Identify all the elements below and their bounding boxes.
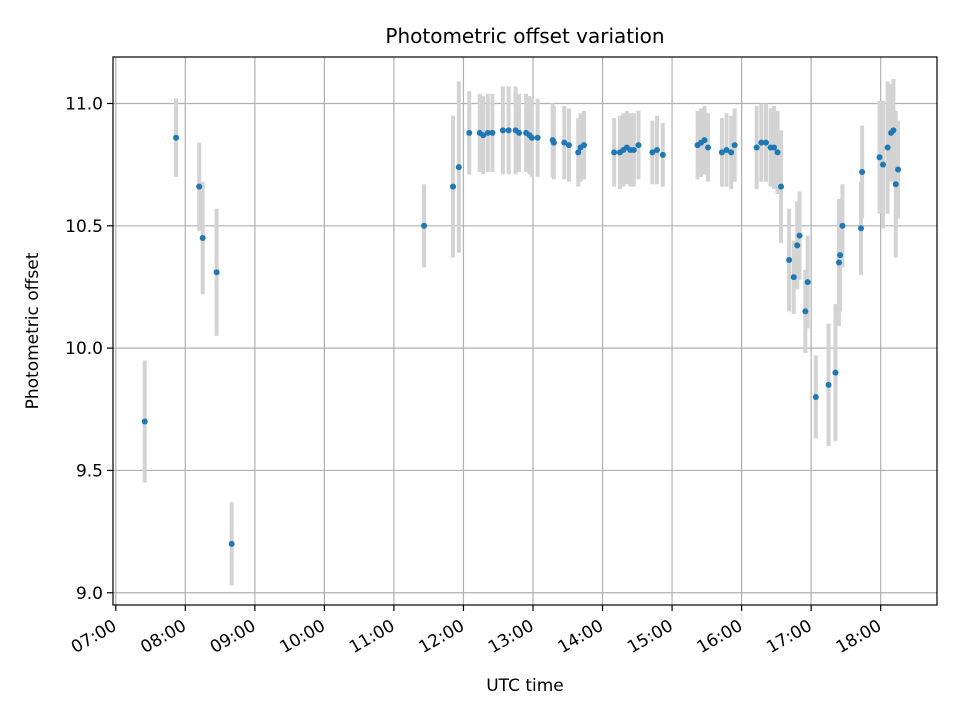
y-tick-label: 10.5 (65, 217, 103, 237)
data-point (876, 154, 883, 161)
data-point (774, 149, 781, 156)
data-point (466, 129, 473, 136)
y-tick-label: 10.0 (65, 339, 103, 359)
data-point (825, 381, 832, 388)
chart-title: Photometric offset variation (385, 24, 664, 48)
data-point (141, 418, 148, 425)
data-point (480, 132, 487, 139)
grid (113, 57, 937, 605)
data-point (786, 257, 793, 264)
plot-area-frame (112, 56, 938, 606)
data-point (649, 149, 656, 156)
data-point (895, 166, 902, 173)
data-point (659, 151, 666, 158)
data-point (499, 127, 506, 134)
data-point (753, 144, 760, 151)
data-point (450, 183, 457, 190)
data-point (771, 144, 778, 151)
data-point (859, 168, 866, 175)
data-point (704, 144, 711, 151)
data-point (728, 149, 735, 156)
data-point (796, 232, 803, 239)
data-point (489, 129, 496, 136)
data-point (528, 134, 535, 141)
data-point (630, 146, 637, 153)
data-point (857, 225, 864, 232)
x-axis-label: UTC time (486, 676, 564, 696)
data-point (199, 235, 206, 242)
data-point (790, 274, 797, 281)
data-point (505, 127, 512, 134)
data-point (718, 149, 725, 156)
data-point (731, 142, 738, 149)
data-point (173, 134, 180, 141)
data-point (890, 127, 897, 134)
data-point (884, 144, 891, 151)
data-point (228, 540, 235, 547)
data-point (839, 222, 846, 229)
data-point (635, 142, 642, 149)
data-point (892, 181, 899, 188)
data-point (812, 394, 819, 401)
data-point (794, 242, 801, 249)
data-point (778, 183, 785, 190)
data-point (213, 269, 220, 276)
data-point (701, 137, 708, 144)
data-point (837, 252, 844, 259)
data-point (879, 161, 886, 168)
data-point (654, 146, 661, 153)
data-point (575, 149, 582, 156)
data-point (832, 369, 839, 376)
data-points (141, 127, 902, 547)
data-point (758, 139, 765, 146)
y-tick-label: 11.0 (65, 94, 103, 114)
data-point (561, 139, 568, 146)
data-point (196, 183, 203, 190)
data-point (723, 146, 730, 153)
data-point (804, 279, 811, 286)
data-point (762, 139, 769, 146)
y-axis-label: Photometric offset (23, 252, 43, 409)
data-point (802, 308, 809, 315)
data-point (835, 259, 842, 266)
data-point (484, 129, 491, 136)
data-point (611, 149, 618, 156)
data-point (565, 142, 572, 149)
y-axis-ticks: 9.0 9.5 10.0 10.5 11.0 (65, 94, 113, 604)
data-point (550, 139, 557, 146)
y-tick-label: 9.0 (76, 584, 103, 604)
data-point (580, 142, 587, 149)
data-point (516, 129, 523, 136)
data-point (421, 222, 428, 229)
data-point (455, 164, 462, 171)
y-tick-label: 9.5 (76, 461, 103, 481)
data-point (534, 134, 541, 141)
